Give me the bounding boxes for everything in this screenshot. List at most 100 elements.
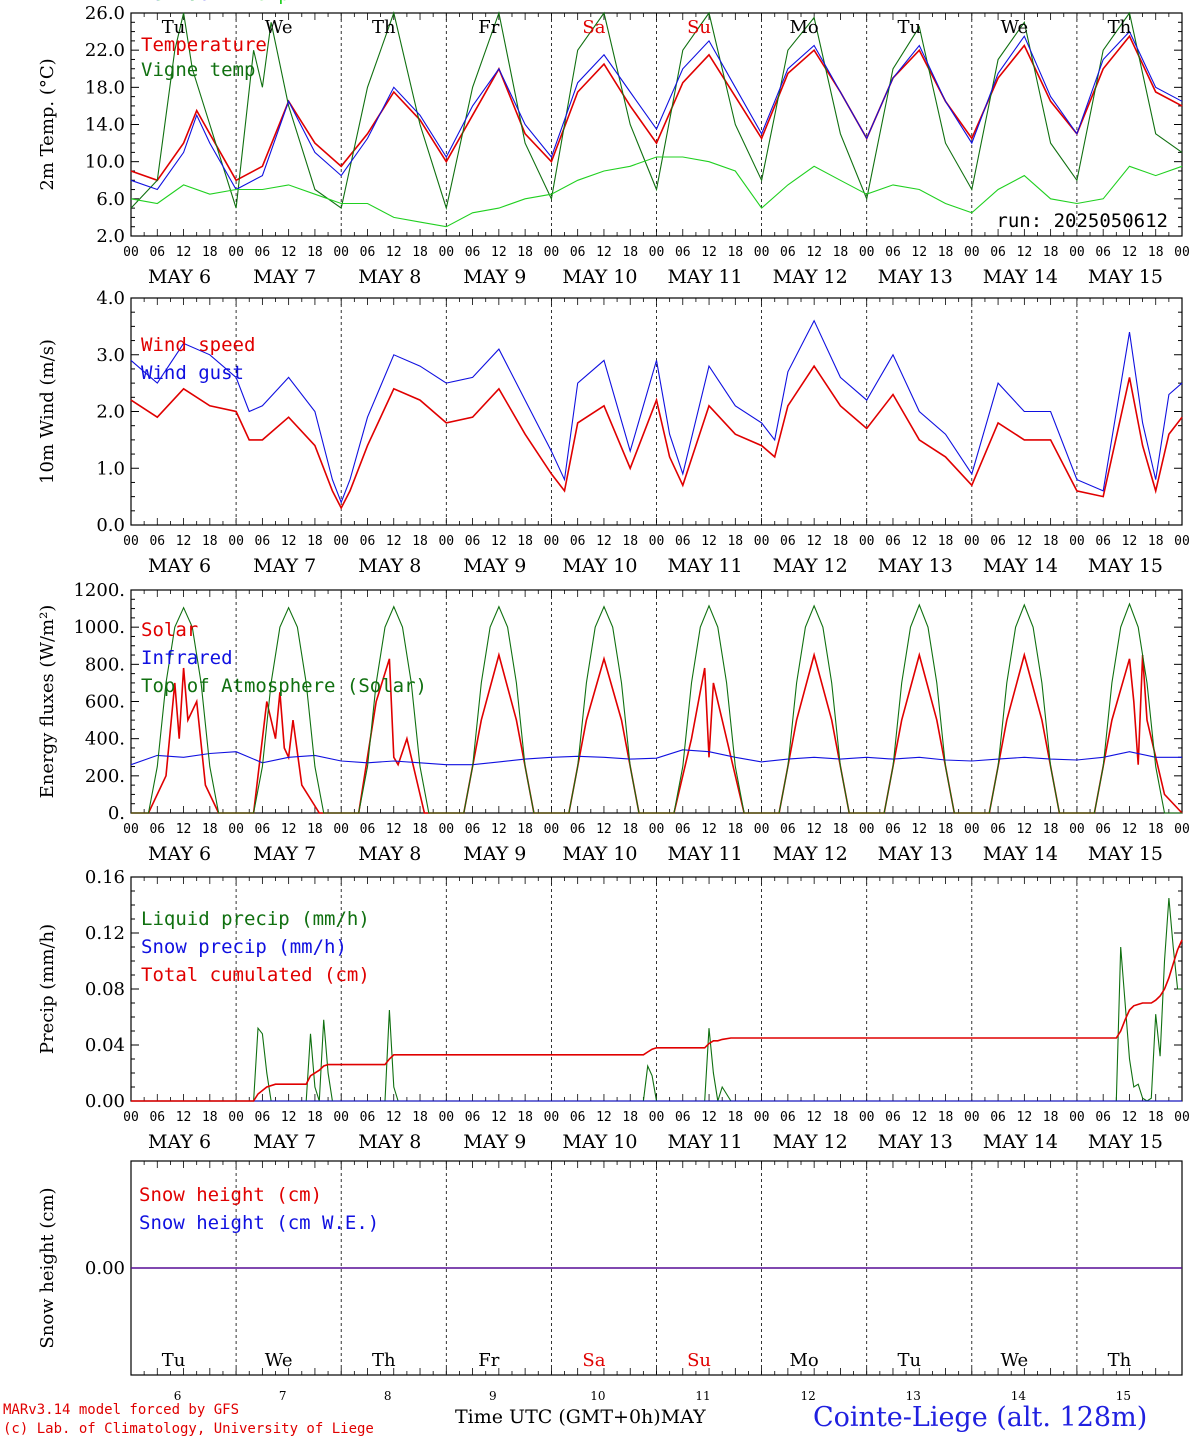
legend-entry: Snow precip (mm/h) bbox=[141, 936, 347, 958]
hour-label: 18 bbox=[833, 245, 849, 260]
hour-label: 06 bbox=[1095, 245, 1111, 260]
hour-label: 00 bbox=[228, 245, 244, 260]
y-tick-label: 10.0 bbox=[85, 152, 125, 173]
hour-label: 06 bbox=[255, 1110, 271, 1125]
hour-label: 00 bbox=[754, 245, 770, 260]
hour-label: 12 bbox=[386, 822, 402, 837]
hour-label: 00 bbox=[1174, 1110, 1190, 1125]
date-label: MAY 6 bbox=[148, 1131, 211, 1153]
series-line bbox=[130, 364, 1183, 510]
hour-label: 18 bbox=[412, 822, 428, 837]
hour-label: 06 bbox=[780, 1110, 796, 1125]
hour-label: 12 bbox=[176, 1110, 192, 1125]
weekday-label-bottom: Tu bbox=[897, 1350, 921, 1371]
date-label: MAY 14 bbox=[983, 555, 1058, 577]
hour-label: 06 bbox=[255, 245, 271, 260]
hour-label: 06 bbox=[1095, 1110, 1111, 1125]
hour-label: 18 bbox=[938, 534, 954, 549]
y-axis-label: 2m Temp. (°C) bbox=[37, 58, 58, 190]
hour-label: 12 bbox=[596, 1110, 612, 1125]
hour-label: 06 bbox=[149, 534, 165, 549]
y-tick-label: 600. bbox=[85, 692, 125, 713]
hour-label: 00 bbox=[754, 822, 770, 837]
y-axis-label: Snow height (cm) bbox=[37, 1187, 58, 1348]
y-tick-label: 800. bbox=[85, 654, 125, 675]
hour-label: 18 bbox=[1148, 1110, 1164, 1125]
day-number: 7 bbox=[279, 1389, 287, 1403]
hour-label: 00 bbox=[964, 534, 980, 549]
hour-label: 12 bbox=[281, 1110, 297, 1125]
hour-label: 18 bbox=[202, 245, 218, 260]
legend-entry: Wind speed bbox=[141, 334, 255, 356]
hour-label: 18 bbox=[307, 245, 323, 260]
hour-label: 00 bbox=[1069, 822, 1085, 837]
date-label: MAY 12 bbox=[773, 266, 848, 288]
date-label: MAY 8 bbox=[358, 843, 421, 865]
y-tick-label: 1.0 bbox=[96, 458, 125, 479]
weekday-label: Mo bbox=[790, 17, 819, 38]
hour-label: 00 bbox=[754, 534, 770, 549]
hour-label: 12 bbox=[1122, 822, 1138, 837]
hour-label: 00 bbox=[1069, 1110, 1085, 1125]
hour-label: 06 bbox=[885, 245, 901, 260]
hour-label: 06 bbox=[990, 534, 1006, 549]
hour-label: 06 bbox=[675, 534, 691, 549]
legend-entry: Vigne temp bbox=[141, 59, 255, 81]
legend-entry: Wind gust bbox=[141, 362, 244, 384]
hour-label: 12 bbox=[1017, 1110, 1033, 1125]
day-number: 13 bbox=[906, 1389, 921, 1403]
date-label: MAY 12 bbox=[773, 555, 848, 577]
date-label: MAY 7 bbox=[253, 843, 316, 865]
legend-entry: Temperature bbox=[141, 34, 267, 56]
series-line bbox=[130, 319, 1183, 504]
weekday-label: Th bbox=[372, 17, 396, 38]
day-number: 8 bbox=[384, 1389, 392, 1403]
hour-label: 18 bbox=[833, 534, 849, 549]
hour-label: 00 bbox=[544, 1110, 560, 1125]
hour-label: 06 bbox=[360, 822, 376, 837]
date-label: MAY 14 bbox=[983, 1131, 1058, 1153]
date-label: MAY 13 bbox=[878, 843, 953, 865]
hour-label: 12 bbox=[491, 534, 507, 549]
hour-label: 06 bbox=[570, 822, 586, 837]
day-number: 6 bbox=[174, 1389, 182, 1403]
date-label: MAY 8 bbox=[358, 555, 421, 577]
hour-label: 06 bbox=[360, 534, 376, 549]
hour-label: 18 bbox=[517, 1110, 533, 1125]
hour-label: 00 bbox=[859, 245, 875, 260]
hour-label: 00 bbox=[333, 822, 349, 837]
hour-label: 06 bbox=[465, 245, 481, 260]
hour-label: 18 bbox=[622, 245, 638, 260]
date-label: MAY 10 bbox=[562, 843, 637, 865]
weekday-label: We bbox=[265, 17, 293, 38]
hour-label: 18 bbox=[622, 1110, 638, 1125]
hour-label: 18 bbox=[727, 245, 743, 260]
hour-label: 18 bbox=[833, 1110, 849, 1125]
hour-label: 00 bbox=[649, 534, 665, 549]
hour-label: 00 bbox=[228, 1110, 244, 1125]
y-axis-label: Energy fluxes (W/m²) bbox=[37, 605, 58, 799]
hour-label: 06 bbox=[885, 1110, 901, 1125]
hour-label: 18 bbox=[1148, 245, 1164, 260]
hour-label: 06 bbox=[675, 822, 691, 837]
hour-label: 00 bbox=[1174, 822, 1190, 837]
panel-4: 0.00 0.04 0.08 0.12 0.16 Precip (mm/h) Liquid … bbox=[37, 867, 1190, 1153]
time-axis-label: Time UTC (GMT+0h)MAY bbox=[455, 1406, 706, 1428]
hour-label: 06 bbox=[149, 822, 165, 837]
hour-label: 00 bbox=[649, 245, 665, 260]
date-label: MAY 12 bbox=[773, 1131, 848, 1153]
y-tick-label: 22.0 bbox=[85, 40, 125, 61]
hour-label: 00 bbox=[964, 822, 980, 837]
day-number: 10 bbox=[590, 1389, 605, 1403]
series-line bbox=[130, 30, 1183, 191]
y-tick-label: 14.0 bbox=[85, 115, 125, 136]
hour-label: 12 bbox=[701, 534, 717, 549]
date-label: MAY 9 bbox=[463, 266, 526, 288]
time-label: Time UTC (GMT+0h) bbox=[455, 1406, 661, 1428]
weekday-label-bottom: Fr bbox=[478, 1350, 499, 1371]
date-label: MAY 7 bbox=[253, 555, 316, 577]
weekday-label: Tu bbox=[162, 17, 186, 38]
hour-label: 00 bbox=[228, 822, 244, 837]
hour-label: 00 bbox=[544, 534, 560, 549]
panel-frame bbox=[130, 589, 1183, 814]
